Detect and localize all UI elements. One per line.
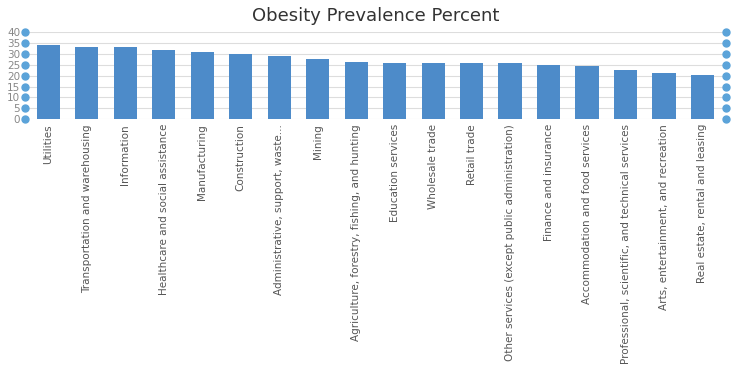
Bar bbox=[113, 47, 137, 119]
Bar bbox=[75, 47, 98, 119]
Bar bbox=[229, 54, 252, 119]
Bar bbox=[652, 73, 676, 119]
Bar bbox=[691, 75, 714, 119]
Bar bbox=[537, 65, 560, 119]
Bar bbox=[37, 45, 60, 119]
Bar bbox=[460, 63, 483, 119]
Bar bbox=[306, 59, 329, 119]
Title: Obesity Prevalence Percent: Obesity Prevalence Percent bbox=[252, 7, 499, 25]
Bar bbox=[498, 63, 522, 119]
Bar bbox=[268, 56, 291, 119]
Bar bbox=[422, 63, 445, 119]
Bar bbox=[614, 70, 637, 119]
Bar bbox=[576, 66, 598, 119]
Bar bbox=[152, 50, 175, 119]
Bar bbox=[344, 62, 367, 119]
Bar bbox=[383, 63, 406, 119]
Bar bbox=[191, 52, 213, 119]
